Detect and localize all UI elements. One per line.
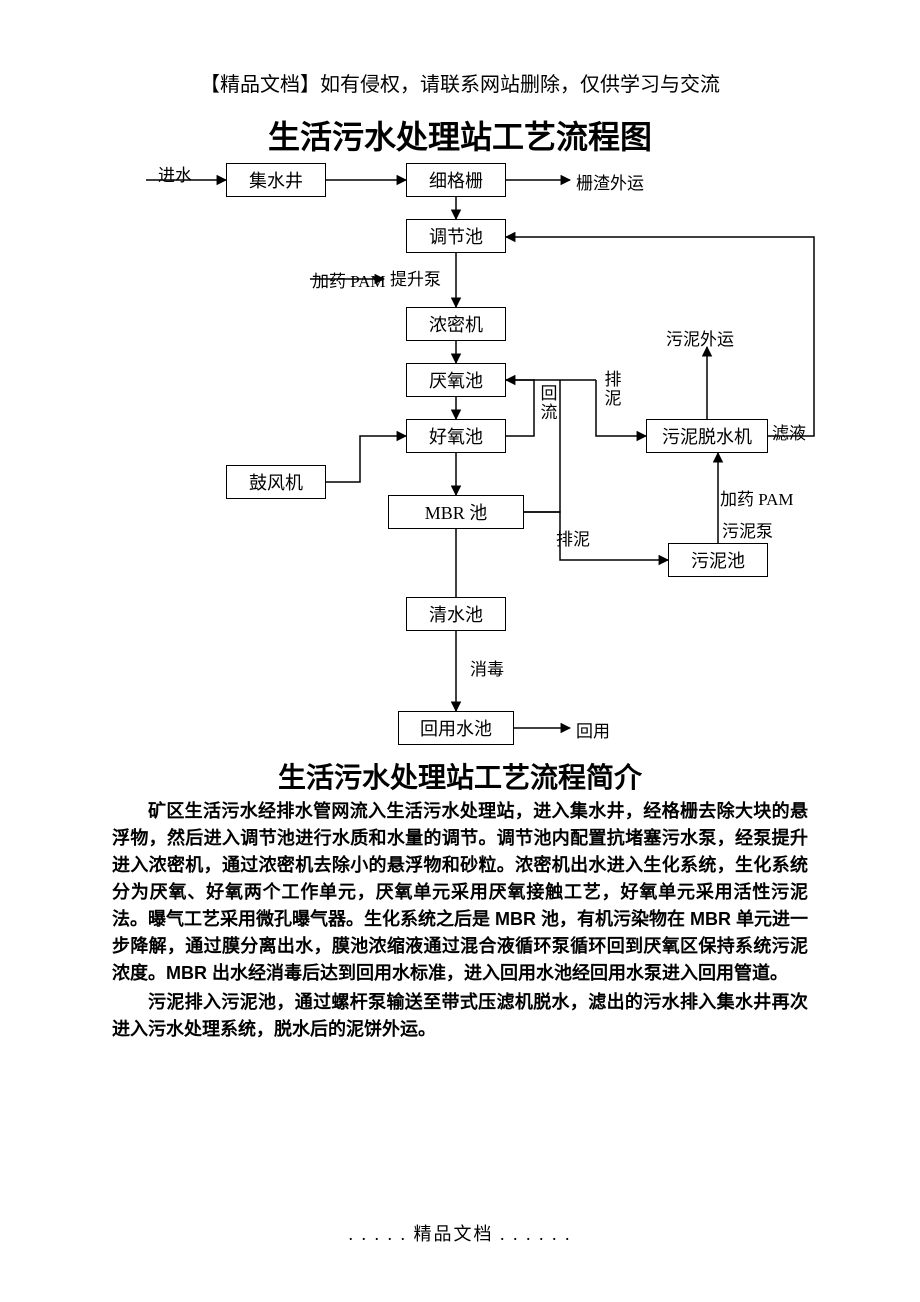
edge-16 bbox=[524, 512, 668, 560]
main-title: 生活污水处理站工艺流程图 bbox=[0, 112, 920, 158]
label-xiaodu: 消毒 bbox=[470, 655, 504, 680]
intro-title: 生活污水处理站工艺流程简介 bbox=[0, 756, 920, 796]
node-qsc: 清水池 bbox=[406, 597, 506, 631]
node-tjc: 调节池 bbox=[406, 219, 506, 253]
header-note: 【精品文档】如有侵权，请联系网站删除，仅供学习与交流 bbox=[0, 68, 920, 97]
node-wntsj: 污泥脱水机 bbox=[646, 419, 768, 453]
edge-12 bbox=[506, 380, 534, 436]
node-jsj: 集水井 bbox=[226, 163, 326, 197]
node-wnc: 污泥池 bbox=[668, 543, 768, 577]
node-hyc: 好氧池 bbox=[406, 419, 506, 453]
node-xgs: 细格栅 bbox=[406, 163, 506, 197]
footer-note: . . . . . 精品文档 . . . . . . bbox=[0, 1220, 920, 1246]
label-wnwy: 污泥外运 bbox=[666, 325, 734, 350]
node-nmj: 浓密机 bbox=[406, 307, 506, 341]
label-huiyong: 回用 bbox=[576, 717, 610, 742]
paragraph-1: 矿区生活污水经排水管网流入生活污水处理站，进入集水井，经格栅去除大块的悬浮物，然… bbox=[112, 798, 808, 987]
label-wnb: 污泥泵 bbox=[722, 517, 773, 542]
node-yyc: 厌氧池 bbox=[406, 363, 506, 397]
label-jypam2: 加药 PAM bbox=[720, 485, 794, 510]
node-gfj: 鼓风机 bbox=[226, 465, 326, 499]
label-jinshui: 进水 bbox=[158, 161, 192, 186]
label-paini1: 排泥 bbox=[604, 371, 622, 408]
intro-body: 矿区生活污水经排水管网流入生活污水处理站，进入集水井，经格栅去除大块的悬浮物，然… bbox=[112, 798, 808, 1045]
label-huiliu: 回流 bbox=[540, 385, 558, 422]
label-jypam1: 加药 PAM bbox=[312, 267, 386, 292]
label-zzwy: 栅渣外运 bbox=[576, 169, 644, 194]
label-tsb: 提升泵 bbox=[390, 265, 441, 290]
edge-11 bbox=[326, 436, 406, 482]
node-mbr: MBR 池 bbox=[388, 495, 524, 529]
node-hysc: 回用水池 bbox=[398, 711, 514, 745]
flowchart-diagram: 集水井细格栅调节池浓密机厌氧池好氧池鼓风机MBR 池清水池回用水池污泥脱水机污泥… bbox=[0, 155, 920, 790]
label-paini2: 排泥 bbox=[556, 525, 590, 550]
label-ly: 滤液 bbox=[772, 419, 806, 444]
paragraph-2: 污泥排入污泥池，通过螺杆泵输送至带式压滤机脱水，滤出的污水排入集水井再次进入污水… bbox=[112, 989, 808, 1043]
